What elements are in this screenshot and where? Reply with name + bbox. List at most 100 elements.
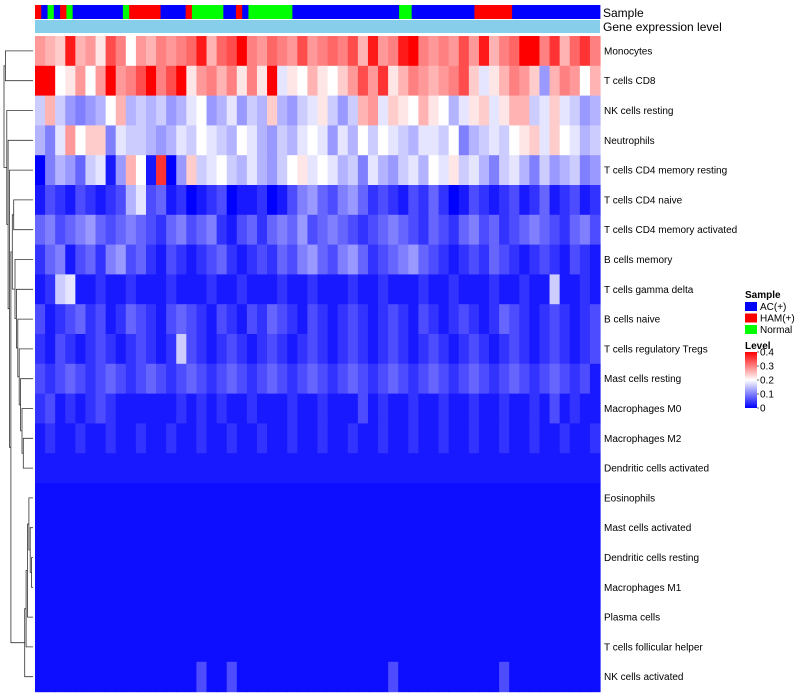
heatmap-cell bbox=[206, 304, 218, 335]
heatmap-cell bbox=[236, 453, 248, 484]
sample-annotation-cell bbox=[493, 5, 500, 19]
heatmap-cell bbox=[398, 512, 409, 544]
heatmap-cell bbox=[448, 572, 460, 603]
heatmap-cell bbox=[347, 125, 359, 156]
heatmap-cell bbox=[287, 363, 298, 395]
heatmap-cell bbox=[408, 214, 419, 246]
heatmap-cell bbox=[357, 95, 369, 126]
heatmap-cell bbox=[246, 304, 258, 335]
heatmap-cell bbox=[75, 363, 87, 395]
heatmap-cell bbox=[559, 542, 571, 573]
heatmap-cell bbox=[115, 36, 127, 67]
sample-annotation-cell bbox=[122, 5, 130, 19]
heatmap-cell bbox=[438, 214, 450, 246]
sample-annotation-cell bbox=[223, 5, 231, 19]
heatmap-cell bbox=[75, 602, 87, 633]
heatmap-cell bbox=[95, 542, 107, 573]
heatmap-cell bbox=[549, 512, 561, 544]
heatmap-cell bbox=[186, 244, 198, 275]
heatmap-cell bbox=[458, 483, 470, 514]
heatmap-cell bbox=[579, 274, 591, 305]
heatmap-cell bbox=[539, 185, 551, 216]
heatmap-cell bbox=[428, 363, 440, 395]
heatmap-cell bbox=[569, 453, 581, 484]
heatmap-cell bbox=[408, 453, 419, 484]
sample-annotation-cell bbox=[568, 5, 576, 19]
heatmap-cell bbox=[519, 36, 530, 67]
heatmap-cell bbox=[95, 393, 107, 424]
heatmap-cell bbox=[529, 214, 541, 246]
heatmap-cell bbox=[145, 602, 157, 633]
heatmap-cell bbox=[509, 304, 520, 335]
sample-annotation-cell bbox=[279, 5, 287, 19]
heatmap-cell bbox=[206, 155, 218, 186]
heatmap-cell bbox=[176, 214, 187, 246]
heatmap-cell bbox=[115, 363, 127, 395]
heatmap-cell bbox=[468, 512, 480, 544]
heatmap-cell bbox=[125, 304, 137, 335]
heatmap-cell bbox=[428, 95, 440, 126]
heatmap-cell bbox=[135, 244, 147, 275]
heatmap-cell bbox=[579, 602, 591, 633]
heatmap-cell bbox=[277, 185, 288, 216]
heatmap-cell bbox=[85, 363, 97, 395]
sample-annotation-cell bbox=[47, 5, 55, 19]
heatmap-cell bbox=[589, 125, 601, 156]
heatmap-cell bbox=[267, 36, 278, 67]
heatmap-cell bbox=[95, 274, 107, 305]
heatmap-cell bbox=[569, 95, 581, 126]
heatmap-cell bbox=[65, 423, 76, 454]
heatmap-cell bbox=[519, 483, 530, 514]
heatmap-cell bbox=[145, 274, 157, 305]
heatmap-cell bbox=[559, 483, 571, 514]
heatmap-cell bbox=[156, 453, 167, 484]
heatmap-cell bbox=[539, 304, 551, 335]
heatmap-cell bbox=[75, 572, 87, 603]
heatmap-cell bbox=[357, 661, 369, 693]
heatmap-cell bbox=[468, 602, 480, 633]
heatmap-cell bbox=[307, 602, 319, 633]
heatmap-cell bbox=[549, 36, 561, 67]
heatmap-cell bbox=[388, 542, 399, 573]
heatmap-cell bbox=[45, 244, 56, 275]
heatmap-cell bbox=[145, 334, 157, 365]
heatmap-cell bbox=[256, 632, 268, 663]
heatmap-cell bbox=[246, 512, 258, 544]
heatmap-cell bbox=[569, 363, 581, 395]
heatmap-cell bbox=[438, 632, 450, 663]
sample-annotation-cell bbox=[424, 5, 431, 19]
heatmap-cell bbox=[398, 274, 409, 305]
heatmap-cell bbox=[478, 393, 490, 424]
heatmap-cell bbox=[166, 393, 177, 424]
heatmap-cell bbox=[448, 661, 460, 693]
heatmap-cell bbox=[196, 602, 208, 633]
heatmap-cell bbox=[327, 393, 339, 424]
heatmap-cell bbox=[549, 453, 561, 484]
heatmap-cell bbox=[388, 274, 399, 305]
heatmap-cell bbox=[347, 185, 359, 216]
heatmap-cell bbox=[216, 363, 228, 395]
heatmap-cell bbox=[529, 125, 541, 156]
heatmap-cell bbox=[115, 185, 127, 216]
heatmap-cell bbox=[246, 393, 258, 424]
heatmap-cell bbox=[367, 304, 379, 335]
heatmap-cell bbox=[277, 661, 288, 693]
heatmap-cell bbox=[378, 632, 389, 663]
heatmap-cell bbox=[388, 483, 399, 514]
heatmap-cell bbox=[569, 304, 581, 335]
heatmap-cell bbox=[589, 363, 601, 395]
heatmap-cell bbox=[579, 661, 591, 693]
sample-annotation-cell bbox=[342, 5, 350, 19]
heatmap-cell bbox=[509, 542, 520, 573]
heatmap-cell bbox=[398, 36, 409, 67]
heatmap-cell bbox=[115, 661, 127, 693]
heatmap-cell bbox=[166, 661, 177, 693]
heatmap-cell bbox=[85, 542, 97, 573]
sample-annotation-cell bbox=[91, 5, 99, 19]
heatmap-cell bbox=[65, 483, 76, 514]
heatmap-cell bbox=[277, 125, 288, 156]
heatmap-cell bbox=[135, 542, 147, 573]
heatmap-cell bbox=[579, 214, 591, 246]
heatmap-cell bbox=[559, 423, 571, 454]
heatmap-cell bbox=[186, 155, 198, 186]
